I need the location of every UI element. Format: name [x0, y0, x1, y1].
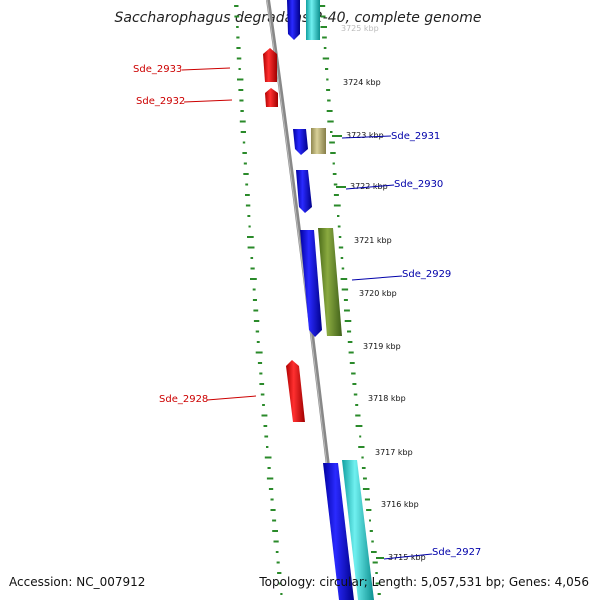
leader-sde-2931 — [341, 135, 392, 139]
kbp-label-3719: 3719 kbp — [363, 342, 401, 351]
gene-sde-2932[interactable] — [265, 88, 278, 107]
leader-sde-2932 — [183, 99, 233, 103]
gene-sde-2929-blue[interactable] — [300, 230, 322, 337]
gene-sde-2928[interactable] — [286, 360, 305, 422]
leader-sde-2927 — [383, 553, 433, 560]
gc-content-ticks-left — [234, 5, 283, 595]
leader-sde-2928 — [206, 395, 257, 401]
accession-text: Accession: NC_007912 — [9, 575, 145, 589]
gc-content-ticks-right — [319, 5, 381, 595]
kbp-label-3723: 3723 kbp — [346, 131, 384, 140]
gene-sde-2930[interactable] — [296, 170, 312, 213]
gene-sde-2927[interactable] — [342, 460, 374, 600]
gene-label-sde-2932[interactable]: Sde_2932 — [136, 96, 185, 107]
kbp-label-3724: 3724 kbp — [343, 78, 381, 87]
gene-sde-2929[interactable] — [318, 228, 342, 336]
gene-label-sde-2931[interactable]: Sde_2931 — [391, 131, 440, 142]
gene-sde-2931[interactable] — [293, 129, 308, 155]
kbp-label-3722: 3722 kbp — [350, 182, 388, 191]
kbp-label-3721: 3721 kbp — [354, 236, 392, 245]
leader-sde-2930 — [345, 184, 395, 190]
leader-sde-2933 — [181, 67, 231, 71]
gene-top-teal-partial[interactable] — [306, 0, 320, 40]
gene-sde-2933[interactable] — [263, 48, 277, 82]
kbp-label-3715: 3715 kbp — [388, 553, 426, 562]
gene-top-blue-partial[interactable] — [287, 0, 300, 40]
topology-text: Topology: circular; Length: 5,057,531 bp… — [258, 575, 589, 589]
kbp-label-3720: 3720 kbp — [359, 289, 397, 298]
gene-label-sde-2933[interactable]: Sde_2933 — [133, 64, 182, 75]
kbp-label-3716: 3716 kbp — [381, 500, 419, 509]
kbp-label-3718: 3718 kbp — [368, 394, 406, 403]
gene-label-sde-2927[interactable]: Sde_2927 — [432, 547, 481, 558]
kbp-label-3717: 3717 kbp — [375, 448, 413, 457]
gene-label-sde-2930[interactable]: Sde_2930 — [394, 179, 443, 190]
gene-sde-2927-blue[interactable] — [323, 463, 354, 600]
gene-khaki-2931[interactable] — [311, 128, 326, 154]
kbp-label-3725: 3725 kbp — [341, 24, 379, 33]
gene-label-sde-2928[interactable]: Sde_2928 — [159, 394, 208, 405]
leader-sde-2929 — [351, 275, 403, 281]
gene-label-sde-2929[interactable]: Sde_2929 — [402, 269, 451, 280]
